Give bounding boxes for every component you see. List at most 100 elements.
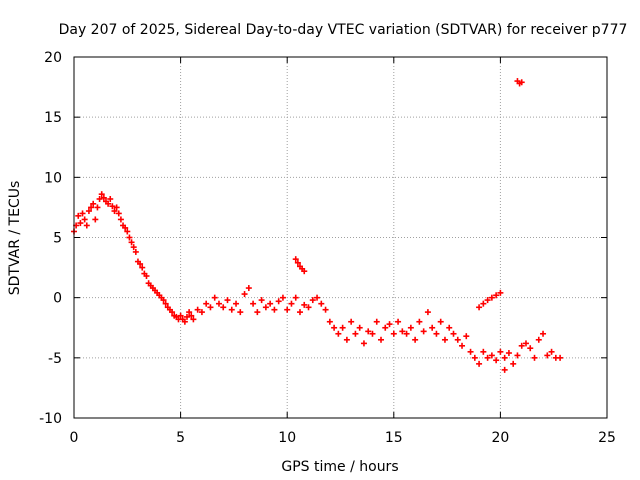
data-point: [446, 324, 453, 331]
data-point: [85, 208, 92, 215]
data-point: [390, 330, 397, 337]
data-point: [215, 300, 222, 307]
data-point: [75, 212, 82, 219]
data-point: [493, 292, 500, 299]
data-point: [399, 328, 406, 335]
data-point: [275, 298, 282, 305]
data-point: [83, 222, 90, 229]
data-point: [294, 259, 301, 266]
data-point: [420, 328, 427, 335]
data-point: [94, 204, 101, 211]
data-point: [98, 191, 105, 198]
data-point: [237, 309, 244, 316]
data-point: [77, 220, 84, 227]
data-point: [407, 324, 414, 331]
data-point: [544, 352, 551, 359]
data-point: [322, 306, 329, 313]
data-point: [309, 297, 316, 304]
data-point: [424, 309, 431, 316]
data-point: [369, 330, 376, 337]
data-point: [360, 340, 367, 347]
y-tick-label: 20: [44, 50, 62, 66]
x-tick-label: 25: [598, 430, 616, 446]
data-point: [518, 342, 525, 349]
data-point: [488, 352, 495, 359]
data-point: [271, 306, 278, 313]
data-point: [501, 366, 508, 373]
data-point: [262, 304, 269, 311]
data-point: [124, 228, 131, 235]
data-point: [416, 318, 423, 325]
data-point: [531, 354, 538, 361]
data-point: [527, 345, 534, 352]
data-point: [139, 264, 146, 271]
data-point: [109, 203, 116, 210]
data-point: [480, 300, 487, 307]
data-point: [352, 330, 359, 337]
data-point: [459, 342, 466, 349]
data-point: [90, 200, 97, 207]
data-point: [476, 360, 483, 367]
data-point: [100, 194, 107, 201]
data-point: [186, 309, 193, 316]
data-point: [412, 336, 419, 343]
y-tick-label: 10: [44, 170, 62, 186]
data-point: [130, 244, 137, 251]
y-axis-label: SDTVAR / TECUs: [7, 181, 23, 296]
data-point: [505, 350, 512, 357]
data-point: [386, 321, 393, 328]
data-point: [454, 336, 461, 343]
y-tick-label: -10: [39, 411, 62, 427]
data-point: [211, 294, 218, 301]
chart-title: Day 207 of 2025, Sidereal Day-to-day VTE…: [59, 22, 628, 38]
data-point: [441, 336, 448, 343]
data-point: [183, 313, 190, 320]
data-point: [245, 285, 252, 292]
data-point: [203, 300, 210, 307]
data-point: [331, 324, 338, 331]
data-point: [480, 348, 487, 355]
x-tick-label: 5: [176, 430, 185, 446]
data-point: [233, 300, 240, 307]
data-point: [476, 304, 483, 311]
data-point: [501, 354, 508, 361]
data-point: [548, 348, 555, 355]
data-point: [250, 300, 257, 307]
data-point: [488, 294, 495, 301]
data-point: [296, 309, 303, 316]
data-point: [128, 239, 135, 246]
data-point: [318, 300, 325, 307]
grid: [74, 57, 607, 418]
data-point: [356, 324, 363, 331]
y-tick-label: 5: [53, 231, 62, 247]
data-point: [518, 79, 525, 86]
data-point: [162, 300, 169, 307]
data-point: [339, 324, 346, 331]
x-axis-label: GPS time / hours: [281, 459, 398, 475]
data-point: [190, 316, 197, 323]
data-point: [497, 348, 504, 355]
data-point: [373, 318, 380, 325]
data-point: [220, 304, 227, 311]
data-point: [126, 234, 133, 241]
data-point: [292, 256, 299, 263]
data-point: [88, 204, 95, 211]
data-point: [137, 260, 144, 267]
data-point: [115, 210, 122, 217]
data-point: [557, 354, 564, 361]
data-point: [540, 330, 547, 337]
data-point: [224, 297, 231, 304]
data-point: [279, 294, 286, 301]
data-point: [305, 304, 312, 311]
data-point: [241, 291, 248, 298]
data-point: [463, 333, 470, 340]
x-tick-label: 0: [70, 430, 79, 446]
data-point: [132, 248, 139, 255]
data-point: [288, 300, 295, 307]
x-tick-label: 10: [278, 430, 296, 446]
y-tick-label: -5: [48, 351, 62, 367]
y-tick-label: 15: [44, 110, 62, 126]
x-tick-label: 15: [385, 430, 403, 446]
data-point: [403, 330, 410, 337]
data-point: [181, 318, 188, 325]
